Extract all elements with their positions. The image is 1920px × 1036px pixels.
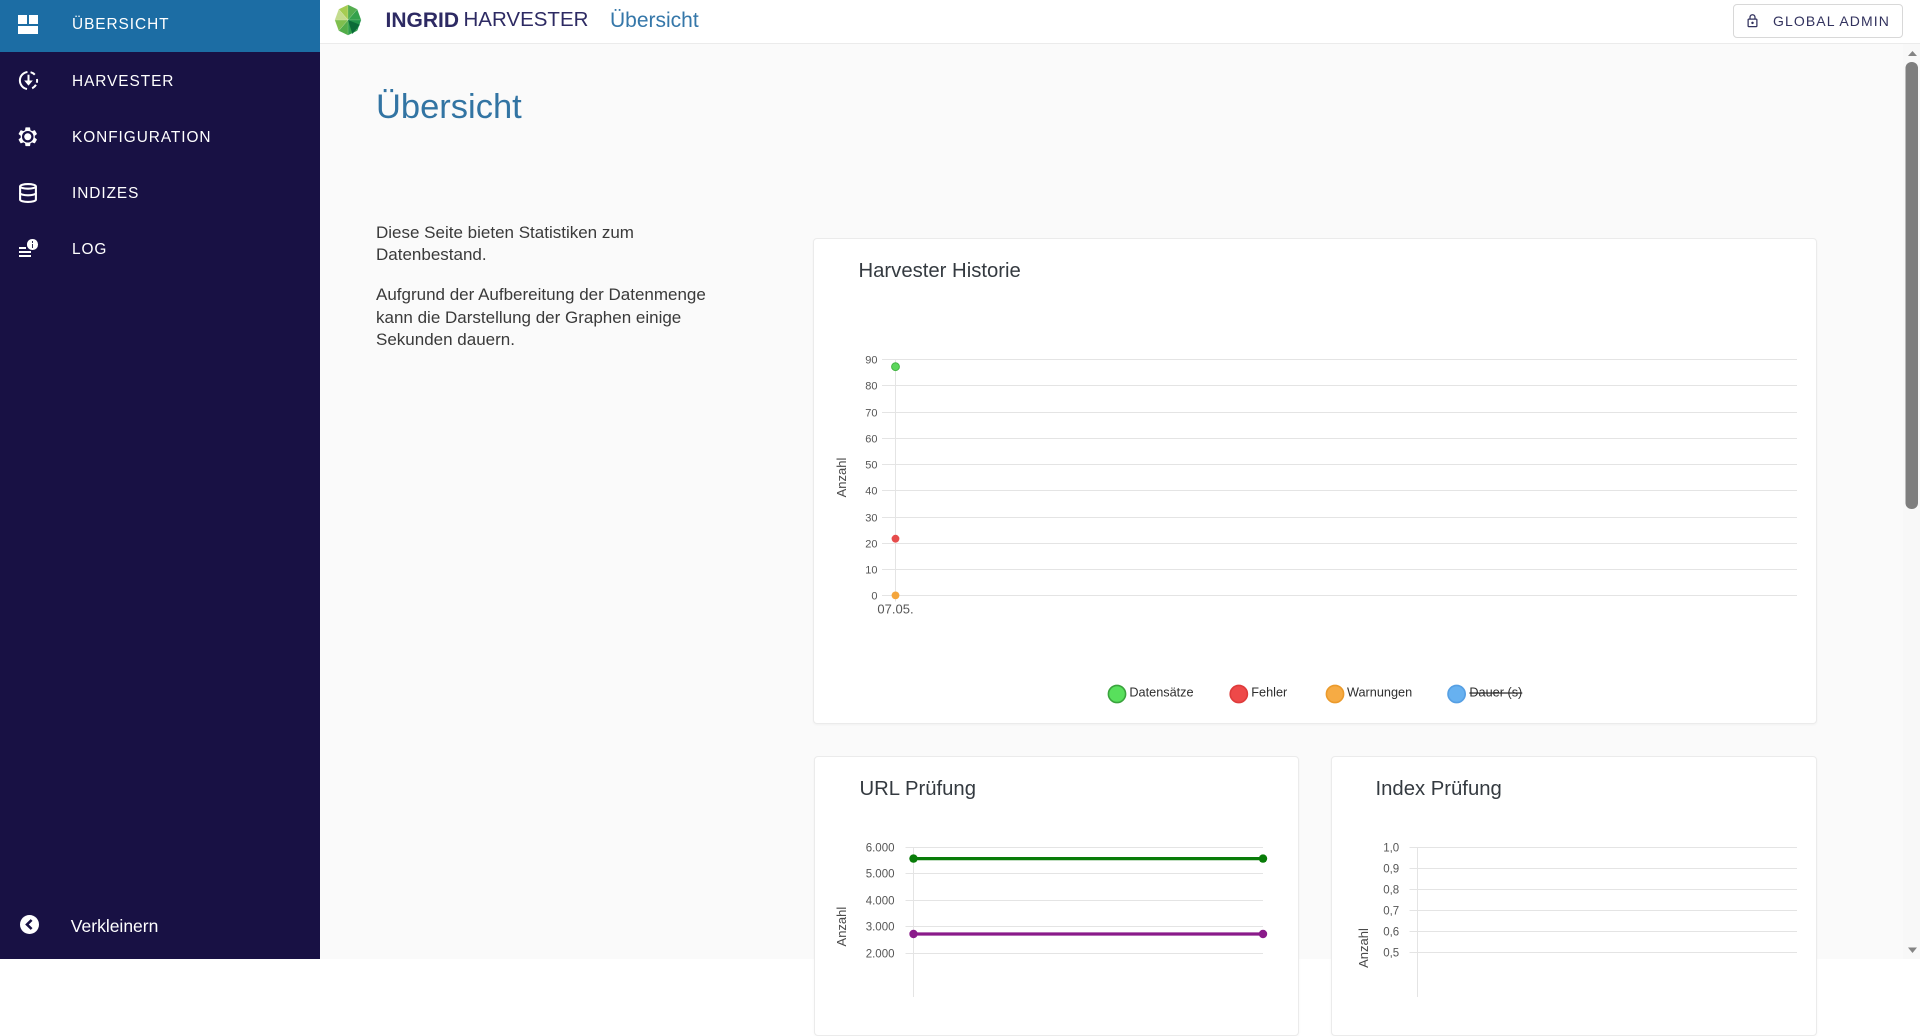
svg-text:50: 50 <box>865 459 877 471</box>
svg-text:3.000: 3.000 <box>866 921 895 933</box>
svg-text:Warnungen: Warnungen <box>1347 686 1412 700</box>
svg-text:Fehler: Fehler <box>1251 686 1288 700</box>
svg-text:60: 60 <box>865 433 877 445</box>
svg-text:30: 30 <box>865 512 877 524</box>
svg-text:Datensätze: Datensätze <box>1129 686 1193 700</box>
svg-text:90: 90 <box>865 354 877 366</box>
svg-text:2.000: 2.000 <box>866 948 895 960</box>
svg-text:6.000: 6.000 <box>866 842 895 854</box>
svg-text:Anzahl: Anzahl <box>834 458 849 498</box>
svg-text:80: 80 <box>865 380 877 392</box>
svg-text:40: 40 <box>865 485 877 497</box>
svg-text:0,7: 0,7 <box>1383 905 1399 917</box>
svg-text:07.05.: 07.05. <box>877 601 913 616</box>
svg-text:10: 10 <box>865 564 877 576</box>
svg-text:Dauer (s): Dauer (s) <box>1469 686 1522 700</box>
svg-text:Anzahl: Anzahl <box>834 907 849 947</box>
svg-text:1,0: 1,0 <box>1383 842 1399 854</box>
svg-text:0,5: 0,5 <box>1383 947 1399 959</box>
svg-text:70: 70 <box>865 407 877 419</box>
svg-text:0,6: 0,6 <box>1383 926 1399 938</box>
svg-text:20: 20 <box>865 538 877 550</box>
svg-text:Anzahl: Anzahl <box>1356 928 1371 968</box>
svg-text:0,8: 0,8 <box>1383 884 1399 896</box>
svg-text:4.000: 4.000 <box>866 895 895 907</box>
svg-text:0,9: 0,9 <box>1383 863 1399 875</box>
svg-text:5.000: 5.000 <box>866 868 895 880</box>
svg-text:0: 0 <box>871 590 877 602</box>
